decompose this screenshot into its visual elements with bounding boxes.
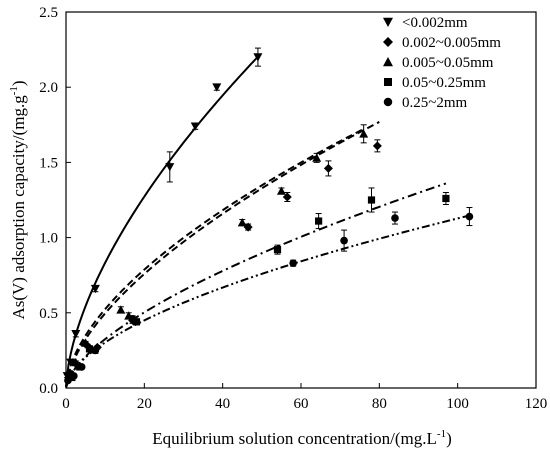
x-axis-title-superscript: -1	[437, 428, 446, 440]
x-axis-title-end: )	[446, 429, 452, 448]
y-axis-title: As(V) adsorption capacity/(mg.g-1)	[8, 80, 28, 319]
x-tick-label: 80	[372, 396, 387, 412]
series-2-point	[359, 129, 369, 138]
series-0-point	[165, 163, 175, 172]
y-tick-label: 0.0	[39, 381, 58, 397]
y-axis-title-text: As(V) adsorption capacity/(mg.g	[9, 95, 28, 320]
axis-layer: 0 20 40 60 80 100 120 0.0 0.5 1.0 1.5 2.0 2.5	[39, 5, 547, 412]
series-4-point	[391, 214, 399, 222]
series-4-point	[465, 212, 474, 221]
y-tick-label: 2.5	[39, 5, 58, 21]
legend-marker-4	[383, 97, 393, 107]
series-4-point	[77, 363, 86, 371]
x-axis-title: Equilibrium solution concentration/(mg.L…	[152, 428, 452, 448]
legend-marker-1	[383, 37, 393, 47]
series-3-point	[442, 194, 450, 203]
x-tick-label: 60	[294, 396, 309, 412]
y-tick-label: 0.5	[39, 306, 58, 322]
plot-layer	[62, 47, 474, 388]
series-4-point	[70, 372, 78, 380]
series-0-point	[71, 330, 81, 339]
legend-label-3: 0.05~0.25mm	[402, 75, 486, 91]
series-0-point	[90, 284, 100, 294]
series-0-point	[212, 83, 222, 92]
series-2-point	[237, 218, 247, 227]
legend-marker-2	[383, 57, 393, 67]
series-3-point	[315, 217, 323, 225]
legend: <0.002mm 0.002~0.005mm 0.005~0.05mm 0.05~0.…	[383, 15, 501, 111]
y-tick-label: 1.0	[39, 231, 58, 247]
legend-label-4: 0.25~2mm	[402, 95, 468, 111]
series-4-point	[289, 259, 297, 267]
series-4-point	[91, 346, 100, 355]
y-tick-label: 1.5	[39, 155, 58, 171]
series-1-point	[323, 163, 333, 173]
series-2-point	[312, 153, 322, 162]
x-tick-label: 40	[215, 396, 230, 412]
series-2-fit-curve	[65, 128, 365, 387]
series-4-point	[340, 236, 348, 245]
y-tick-label: 2.0	[39, 80, 58, 96]
series-3-point	[132, 318, 141, 326]
series-4-fit-curve	[65, 214, 470, 388]
series-2-point	[81, 338, 91, 347]
legend-label-2: 0.005~0.05mm	[402, 55, 494, 71]
y-axis-title-superscript: -1	[8, 86, 20, 95]
legend-label-1: 0.002~0.005mm	[402, 35, 501, 51]
series-2-point	[276, 186, 286, 195]
x-tick-label: 0	[62, 396, 70, 412]
x-tick-label: 100	[446, 396, 469, 412]
legend-label-0: <0.002mm	[402, 15, 468, 31]
series-4-point	[128, 314, 137, 323]
y-axis-title-end: )	[9, 80, 28, 86]
series-0-fit-curve	[65, 56, 259, 387]
x-axis-title-text: Equilibrium solution concentration/(mg.L	[152, 429, 437, 448]
series-3-point	[367, 196, 376, 204]
series-2-point	[116, 305, 126, 314]
x-tick-label: 20	[137, 396, 152, 412]
series-3-point	[273, 246, 282, 254]
series-0-point	[253, 53, 263, 62]
series-1-fit-curve	[65, 121, 380, 388]
series-3-point	[85, 345, 94, 353]
series-3-fit-curve	[65, 182, 447, 388]
series-1-point	[372, 141, 382, 151]
x-tick-label: 120	[525, 396, 548, 412]
legend-marker-0	[383, 17, 393, 27]
series-0-point	[190, 122, 200, 131]
legend-marker-3	[384, 78, 392, 86]
